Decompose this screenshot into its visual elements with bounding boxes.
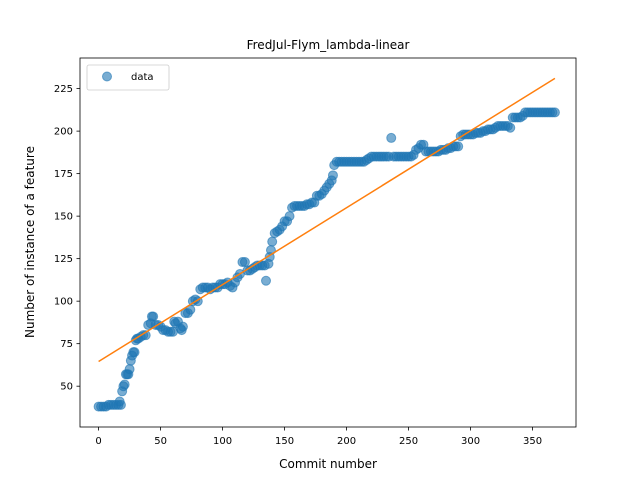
- data-point: [261, 275, 271, 286]
- data-point: [267, 236, 278, 247]
- y-tick-label: 150: [54, 212, 73, 223]
- legend-label-data: data: [131, 72, 154, 83]
- y-tick-label: 125: [54, 254, 73, 265]
- x-tick-label: 150: [275, 436, 294, 447]
- x-axis-label: Commit number: [279, 457, 377, 471]
- x-tick-label: 50: [154, 436, 167, 447]
- axes-frame: [79, 57, 577, 428]
- x-tick-label: 100: [213, 436, 232, 447]
- y-axis-label: Number of instance of a feature: [23, 146, 37, 338]
- data-point: [505, 122, 516, 133]
- y-tick-label: 200: [54, 127, 73, 138]
- legend-marker-data: [102, 71, 112, 82]
- data-point: [129, 347, 140, 358]
- x-axis: 0 50 100 150 200 250 300 350: [95, 427, 542, 447]
- data-point: [549, 107, 560, 118]
- data-point: [327, 170, 338, 181]
- x-tick-label: 0: [95, 436, 101, 447]
- data-point: [148, 311, 159, 322]
- fit-line: [98, 77, 556, 363]
- x-tick-label: 300: [461, 436, 480, 447]
- data-point: [177, 321, 188, 332]
- y-tick-label: 225: [54, 84, 73, 95]
- data-point: [124, 364, 135, 375]
- data-point: [115, 399, 126, 410]
- data-point: [119, 379, 130, 390]
- y-tick-label: 100: [54, 297, 73, 308]
- data-point: [386, 132, 397, 143]
- legend-box: [86, 64, 170, 91]
- data-point: [239, 257, 250, 268]
- y-tick-label: 50: [60, 382, 73, 393]
- chart-title: FredJul-Flym_lambda-linear: [247, 38, 410, 52]
- x-tick-label: 350: [523, 436, 542, 447]
- data-point: [453, 141, 464, 152]
- x-tick-label: 250: [399, 436, 418, 447]
- x-tick-label: 200: [337, 436, 356, 447]
- data-marks: [93, 77, 560, 412]
- y-tick-label: 75: [60, 339, 73, 350]
- y-axis: 50 75 100 125 150 175 200 225: [54, 84, 80, 393]
- legend: data: [86, 64, 170, 91]
- data-point: [284, 211, 295, 222]
- y-tick-label: 175: [54, 169, 73, 180]
